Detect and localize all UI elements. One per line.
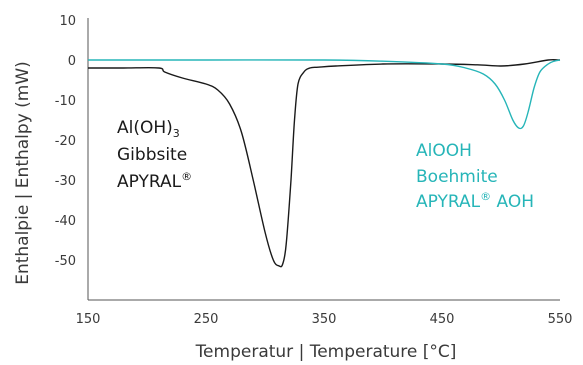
x-axis-label: Temperatur | Temperature [°C]: [195, 342, 457, 362]
y-tick-label: -50: [55, 254, 76, 269]
boehmite-label: AlOOH Boehmite APYRAL® AOH: [416, 141, 534, 212]
gibbsite-label: Al(OH)3 Gibbsite APYRAL®: [117, 118, 193, 192]
x-tick-label: 350: [312, 312, 337, 327]
x-tick-label: 450: [430, 312, 455, 327]
y-ticks: 10 0 -10 -20 -30 -40 -50: [55, 14, 76, 269]
series-line-gibbsite: [88, 58, 561, 268]
y-axis-label: Enthalpie | Enthalpy (mW): [13, 61, 33, 285]
x-tick-label: 150: [76, 312, 101, 327]
y-tick-label: -30: [55, 174, 76, 189]
series-layer: [88, 58, 561, 268]
y-tick-label: -40: [55, 214, 76, 229]
x-tick-label: 250: [194, 312, 219, 327]
x-ticks: 150 250 350 450 550: [76, 312, 573, 327]
series-line-boehmite: [88, 59, 561, 130]
y-tick-label: -20: [55, 134, 76, 149]
y-tick-label: 0: [68, 54, 76, 69]
y-tick-label: 10: [59, 14, 76, 29]
x-tick-label: 550: [548, 312, 573, 327]
axes: [87, 18, 560, 301]
y-tick-label: -10: [55, 94, 76, 109]
